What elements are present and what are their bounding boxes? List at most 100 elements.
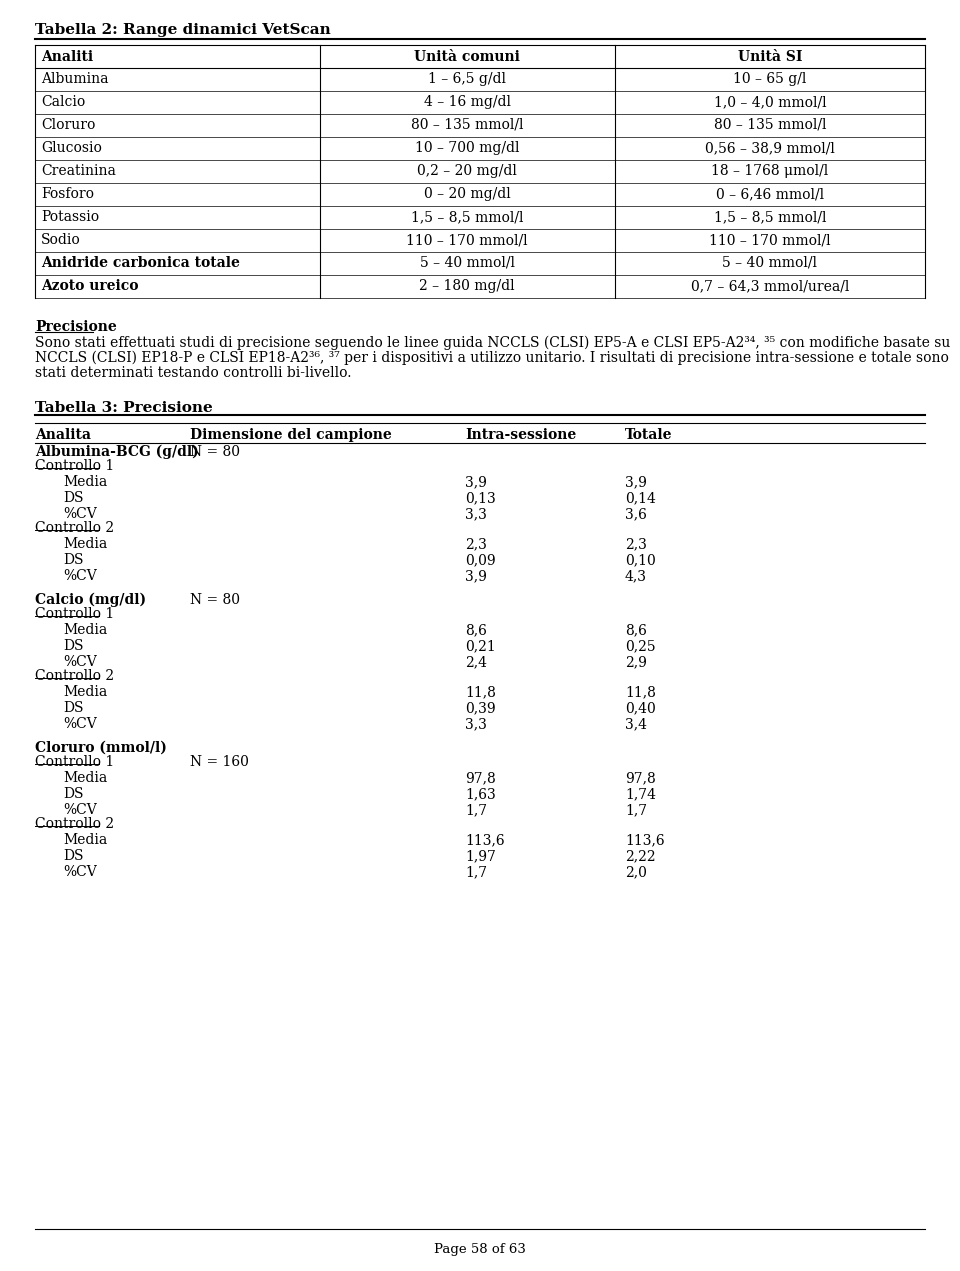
Text: Controllo 1: Controllo 1 [35, 755, 114, 769]
Text: 1,97: 1,97 [465, 849, 496, 863]
Text: 1,63: 1,63 [465, 787, 495, 801]
Text: %CV: %CV [63, 866, 97, 880]
Text: Media: Media [63, 475, 108, 489]
Text: Media: Media [63, 538, 108, 552]
Text: 3,3: 3,3 [465, 717, 487, 731]
Text: 2,0: 2,0 [625, 866, 647, 880]
Text: 1 – 6,5 g/dl: 1 – 6,5 g/dl [428, 72, 506, 86]
Text: 4 – 16 mg/dl: 4 – 16 mg/dl [423, 95, 511, 109]
Text: Anidride carbonica totale: Anidride carbonica totale [41, 255, 240, 269]
Text: 1,7: 1,7 [625, 803, 647, 817]
Text: Azoto ureico: Azoto ureico [41, 280, 138, 294]
Text: Tabella 3: Precisione: Tabella 3: Precisione [35, 400, 213, 416]
Text: 0,10: 0,10 [625, 553, 656, 567]
Text: Controllo 2: Controllo 2 [35, 669, 114, 683]
Text: Intra-sessione: Intra-sessione [465, 428, 576, 442]
Text: 11,8: 11,8 [625, 685, 656, 699]
Text: 0,09: 0,09 [465, 553, 495, 567]
Text: 8,6: 8,6 [625, 623, 647, 637]
Text: DS: DS [63, 491, 84, 505]
Text: 97,8: 97,8 [625, 771, 656, 785]
Text: 2 – 180 mg/dl: 2 – 180 mg/dl [420, 280, 515, 294]
Text: 0,25: 0,25 [625, 639, 656, 653]
Text: Cloruro (mmol/l): Cloruro (mmol/l) [35, 741, 167, 755]
Text: Media: Media [63, 771, 108, 785]
Text: DS: DS [63, 787, 84, 801]
Text: 110 – 170 mmol/l: 110 – 170 mmol/l [406, 233, 528, 247]
Text: Analiti: Analiti [41, 50, 93, 64]
Text: Albumina: Albumina [41, 72, 108, 86]
Text: 2,3: 2,3 [625, 538, 647, 552]
Text: 0,14: 0,14 [625, 491, 656, 505]
Text: %CV: %CV [63, 803, 97, 817]
Text: 3,3: 3,3 [465, 507, 487, 521]
Text: Potassio: Potassio [41, 210, 99, 224]
Text: Sodio: Sodio [41, 233, 81, 247]
Text: Totale: Totale [625, 428, 673, 442]
Text: Analita: Analita [35, 428, 91, 442]
Text: 2,3: 2,3 [465, 538, 487, 552]
Text: Dimensione del campione: Dimensione del campione [190, 428, 392, 442]
Text: Unità comuni: Unità comuni [414, 50, 520, 64]
Text: 3,9: 3,9 [465, 475, 487, 489]
Text: 1,0 – 4,0 mmol/l: 1,0 – 4,0 mmol/l [713, 95, 827, 109]
Text: Controllo 1: Controllo 1 [35, 459, 114, 473]
Text: 5 – 40 mmol/l: 5 – 40 mmol/l [420, 255, 515, 269]
Text: DS: DS [63, 702, 84, 716]
Text: 3,4: 3,4 [625, 717, 647, 731]
Text: Albumina-BCG (g/dl): Albumina-BCG (g/dl) [35, 445, 199, 459]
Text: Controllo 1: Controllo 1 [35, 608, 114, 622]
Text: Page 58 of 63: Page 58 of 63 [434, 1243, 526, 1256]
Text: Calcio: Calcio [41, 95, 85, 109]
Text: 0 – 6,46 mmol/l: 0 – 6,46 mmol/l [716, 187, 824, 201]
Text: 113,6: 113,6 [625, 833, 664, 846]
Text: 0,21: 0,21 [465, 639, 495, 653]
Text: N = 160: N = 160 [190, 755, 249, 769]
Text: Creatinina: Creatinina [41, 164, 116, 178]
Text: 0,7 – 64,3 mmol/urea/l: 0,7 – 64,3 mmol/urea/l [691, 280, 850, 294]
Text: 113,6: 113,6 [465, 833, 505, 846]
Text: 1,5 – 8,5 mmol/l: 1,5 – 8,5 mmol/l [411, 210, 523, 224]
Text: 2,4: 2,4 [465, 655, 487, 669]
Text: 4,3: 4,3 [625, 569, 647, 583]
Text: 11,8: 11,8 [465, 685, 496, 699]
Text: 1,74: 1,74 [625, 787, 656, 801]
Text: N = 80: N = 80 [190, 445, 240, 459]
Text: 10 – 700 mg/dl: 10 – 700 mg/dl [415, 141, 519, 155]
Text: Media: Media [63, 685, 108, 699]
Text: 5 – 40 mmol/l: 5 – 40 mmol/l [723, 255, 818, 269]
Text: 80 – 135 mmol/l: 80 – 135 mmol/l [411, 118, 523, 132]
Text: DS: DS [63, 849, 84, 863]
Text: stati determinati testando controlli bi-livello.: stati determinati testando controlli bi-… [35, 366, 351, 380]
Text: %CV: %CV [63, 717, 97, 731]
Text: %CV: %CV [63, 569, 97, 583]
Text: Fosforo: Fosforo [41, 187, 94, 201]
Text: 18 – 1768 μmol/l: 18 – 1768 μmol/l [711, 164, 828, 178]
Text: %CV: %CV [63, 655, 97, 669]
Text: 0,13: 0,13 [465, 491, 495, 505]
Text: Media: Media [63, 833, 108, 846]
Text: DS: DS [63, 553, 84, 567]
Text: Tabella 2: Range dinamici VetScan: Tabella 2: Range dinamici VetScan [35, 23, 331, 37]
Text: 110 – 170 mmol/l: 110 – 170 mmol/l [709, 233, 830, 247]
Text: NCCLS (CLSI) EP18-P e CLSI EP18-A2³⁶, ³⁷ per i dispositivi a utilizzo unitario. : NCCLS (CLSI) EP18-P e CLSI EP18-A2³⁶, ³⁷… [35, 351, 948, 365]
Text: 1,7: 1,7 [465, 803, 487, 817]
Text: 97,8: 97,8 [465, 771, 495, 785]
Text: Glucosio: Glucosio [41, 141, 102, 155]
Text: Unità SI: Unità SI [737, 50, 803, 64]
Text: 80 – 135 mmol/l: 80 – 135 mmol/l [713, 118, 827, 132]
Text: Controllo 2: Controllo 2 [35, 521, 114, 535]
Text: Cloruro: Cloruro [41, 118, 95, 132]
Text: 2,22: 2,22 [625, 849, 656, 863]
Text: 10 – 65 g/l: 10 – 65 g/l [733, 72, 806, 86]
Text: 0,56 – 38,9 mmol/l: 0,56 – 38,9 mmol/l [705, 141, 835, 155]
Text: 0,2 – 20 mg/dl: 0,2 – 20 mg/dl [417, 164, 516, 178]
Text: 8,6: 8,6 [465, 623, 487, 637]
Text: 1,5 – 8,5 mmol/l: 1,5 – 8,5 mmol/l [713, 210, 827, 224]
Text: 3,9: 3,9 [465, 569, 487, 583]
Text: 0 – 20 mg/dl: 0 – 20 mg/dl [423, 187, 511, 201]
Text: Media: Media [63, 623, 108, 637]
Text: 0,40: 0,40 [625, 702, 656, 716]
Text: %CV: %CV [63, 507, 97, 521]
Text: 3,6: 3,6 [625, 507, 647, 521]
